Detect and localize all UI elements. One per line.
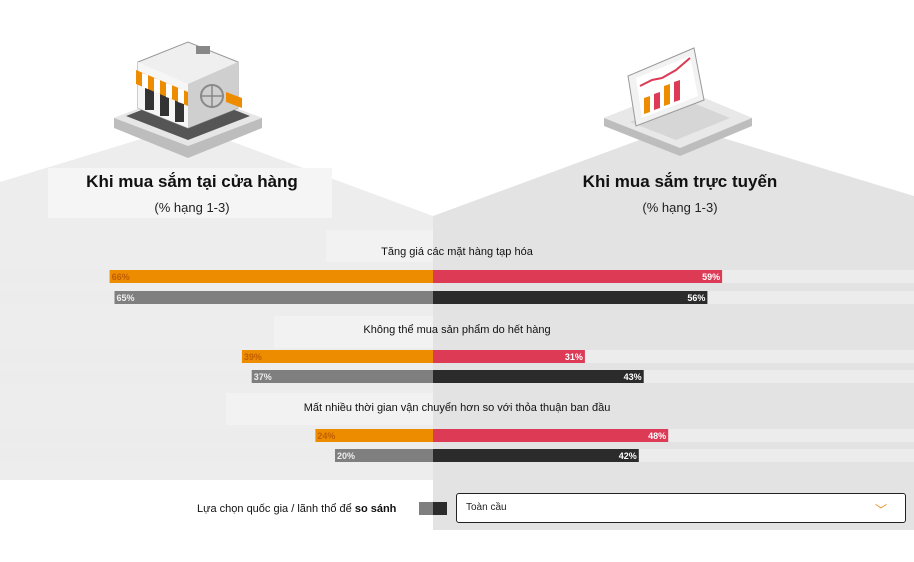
selector-label-bold: so sánh [354, 503, 397, 515]
legend-swatch-dark [433, 502, 447, 515]
data-label: 48% [648, 431, 666, 441]
left-title-box [48, 168, 332, 218]
category-label-box-1 [326, 230, 433, 262]
bar-online-selected [433, 270, 723, 283]
bar-store-selected [315, 429, 433, 442]
left-panel-title: Khi mua sắm tại cửa hàng [86, 172, 298, 191]
bar-online-global [433, 449, 639, 462]
bar-store-selected [109, 270, 433, 283]
chevron-down-icon: ﹀ [874, 503, 887, 517]
data-label: 56% [687, 293, 705, 303]
bar-store-global [251, 370, 433, 383]
bar-store-global [335, 449, 433, 462]
category-label-1: Tăng giá các mặt hàng tạp hóa [381, 246, 533, 258]
bar-online-selected [433, 350, 585, 363]
country-select[interactable]: Toàn cầu ﹀ [456, 493, 906, 523]
bar-store-global [114, 291, 433, 304]
category-label-3: Mất nhiều thời gian vận chuyển hơn so vớ… [303, 402, 611, 414]
data-label: 24% [317, 431, 335, 441]
category-label-box-3 [226, 393, 433, 425]
storefront-icon [114, 41, 262, 158]
laptop-chart-icon [604, 47, 752, 156]
bar-online-global [433, 370, 644, 383]
data-label: 31% [565, 352, 583, 362]
data-label: 20% [337, 451, 355, 461]
data-label: 42% [619, 451, 637, 461]
left-panel-subtitle: (% hạng 1-3) [154, 200, 230, 215]
bar-chart: 66% 65% 59% 56% 39% 37% 31% 43% 24%20% 48% 42% [0, 270, 914, 462]
data-label: 66% [112, 272, 130, 282]
data-label: 39% [244, 352, 262, 362]
selector-label-prefix: Lựa chọn quốc gia / lãnh thổ để [197, 503, 355, 515]
legend-swatch-light [419, 502, 433, 515]
category-label-box-2 [274, 316, 433, 348]
right-panel-title: Khi mua sắm trực tuyến [582, 172, 778, 191]
right-panel-subtitle: (% hạng 1-3) [642, 200, 718, 215]
bar-store-selected [241, 350, 433, 363]
bar-online-global [433, 291, 708, 304]
country-select-value: Toàn cầu [466, 502, 507, 513]
bar-online-selected [433, 429, 669, 442]
data-label: 37% [254, 372, 272, 382]
data-label: 65% [117, 293, 135, 303]
data-label: 59% [702, 272, 720, 282]
right-panel-background [433, 125, 914, 530]
category-label-2: Không thể mua sản phẩm do hết hàng [363, 324, 551, 336]
data-label: 43% [624, 372, 642, 382]
selector-label: Lựa chọn quốc gia / lãnh thổ để so sánh [197, 503, 396, 515]
